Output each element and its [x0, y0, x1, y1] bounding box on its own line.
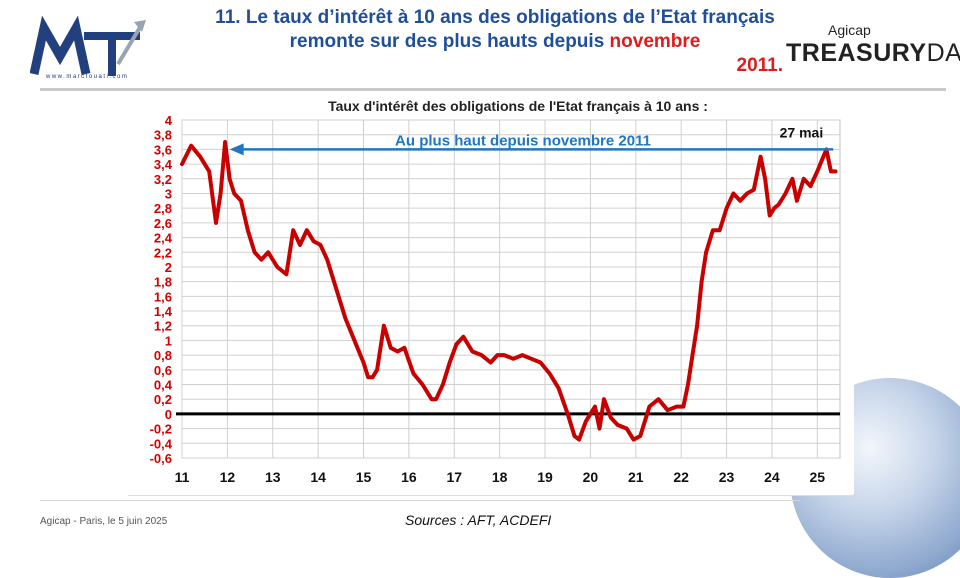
y-tick-label: -0,6: [150, 451, 172, 466]
x-tick-label: 25: [810, 469, 826, 485]
y-tick-label: 3,8: [154, 128, 172, 143]
plot-area: [181, 119, 841, 459]
y-tick-label: 2,8: [154, 201, 172, 216]
title-tail: 2011.: [736, 55, 784, 76]
brand-big-bold: TREASURY: [786, 39, 927, 67]
annotation-right-label: 27 mai: [780, 124, 824, 140]
y-tick-label: 3: [165, 186, 172, 201]
x-tick-label: 16: [401, 469, 417, 485]
x-tick-label: 18: [492, 469, 508, 485]
y-tick-label: 3,6: [154, 142, 172, 157]
footer-date: Agicap - Paris, le 5 juin 2025: [40, 516, 168, 527]
y-tick-label: 3,4: [154, 157, 173, 172]
footer-source: Sources : AFT, ACDEFI: [405, 512, 552, 528]
y-tick-label: 1,2: [154, 319, 172, 334]
chart-title: Taux d'intérêt des obligations de l'Etat…: [328, 98, 708, 114]
annotation-label: Au plus haut depuis novembre 2011: [395, 132, 651, 149]
x-tick-label: 17: [446, 469, 462, 485]
x-tick-label: 21: [628, 469, 644, 485]
x-tick-label: 24: [764, 469, 780, 485]
treasury-day-brand: Agicap TREASURYDAY: [786, 22, 960, 68]
brand-big-light: DAY: [926, 39, 960, 67]
x-tick-label: 11: [175, 469, 190, 485]
title-accent: novembre: [609, 31, 701, 52]
yield-chart: Taux d'intérêt des obligations de l'Etat…: [150, 98, 841, 485]
header-rule: [40, 88, 946, 91]
y-tick-label: 0,8: [154, 348, 172, 363]
y-tick-label: 4: [165, 113, 173, 128]
x-tick-label: 23: [719, 469, 735, 485]
footer-rule: [40, 500, 800, 501]
slide-title: 11. Le taux d’intérêt à 10 ans des oblig…: [205, 6, 785, 78]
y-tick-label: 2,6: [154, 216, 172, 231]
x-tick-label: 20: [583, 469, 599, 485]
y-tick-label: 1: [165, 333, 172, 348]
logo-url-text: www.marctouati.com: [46, 74, 129, 80]
y-tick-label: 2: [165, 260, 172, 275]
y-tick-label: 1,4: [154, 304, 173, 319]
y-tick-label: 0,2: [154, 392, 172, 407]
brand-big: TREASURYDAY: [786, 39, 960, 68]
y-tick-label: 0,6: [154, 363, 172, 378]
x-tick-label: 14: [310, 469, 326, 485]
y-tick-label: 0: [165, 407, 172, 422]
x-tick-label: 12: [220, 469, 236, 485]
marctouati-logo: [30, 16, 146, 76]
x-tick-label: 19: [537, 469, 553, 485]
y-tick-label: 1,8: [154, 275, 172, 290]
x-tick-label: 15: [356, 469, 372, 485]
y-tick-label: 2,4: [154, 231, 173, 246]
series-line: [180, 140, 838, 442]
y-tick-label: 0,4: [154, 378, 173, 393]
brand-small: Agicap: [828, 22, 871, 38]
y-tick-label: -0,2: [150, 422, 172, 437]
y-tick-label: 1,6: [154, 289, 172, 304]
y-tick-label: 2,2: [154, 245, 172, 260]
x-tick-label: 22: [673, 469, 689, 485]
title-main: 11. Le taux d’intérêt à 10 ans des oblig…: [215, 7, 775, 52]
y-tick-label: -0,4: [150, 436, 173, 451]
annotation-arrow-head: [229, 143, 244, 156]
x-tick-label: 13: [265, 469, 281, 485]
y-tick-label: 3,2: [154, 172, 172, 187]
